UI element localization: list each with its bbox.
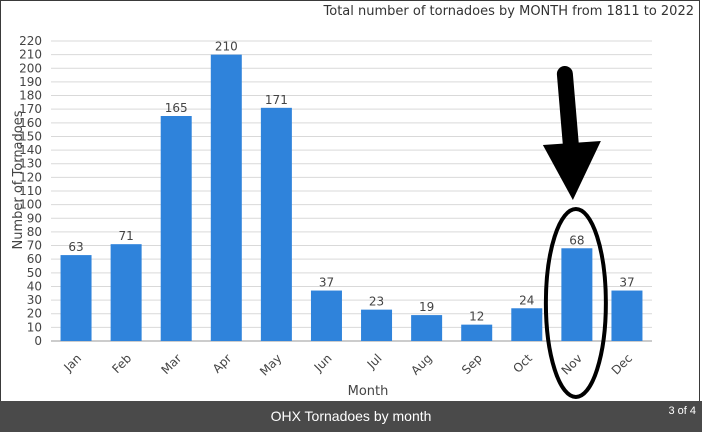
data-label: 171 [265,93,288,107]
data-label: 210 [215,40,238,54]
x-tick-label: Feb [109,351,134,376]
x-tick-label: Jan [60,351,84,375]
x-tick-label: May [257,351,284,378]
data-label: 63 [68,240,83,254]
bar [511,308,543,341]
y-tick-label: 10 [27,320,42,334]
y-tick-label: 150 [19,129,42,143]
x-tick-label: Apr [210,351,235,376]
data-label: 165 [165,101,188,115]
y-tick-label: 170 [19,102,42,116]
x-tick-label: Jun [311,351,335,375]
y-tick-label: 30 [27,293,42,307]
x-tick-label: Sep [459,351,485,377]
data-label: 12 [469,310,484,324]
highlight-arrow-head [542,141,601,200]
highlight-arrow-shaft [556,66,579,153]
highlight-annotation [542,66,608,399]
y-tick-label: 60 [27,252,42,266]
y-tick-label: 50 [27,266,42,280]
y-tick-label: 140 [19,143,42,157]
bar [611,290,643,341]
bar [110,244,142,341]
y-tick-label: 190 [19,75,42,89]
data-label: 23 [369,295,384,309]
data-label: 37 [319,276,334,290]
x-tick-label: Nov [559,351,585,377]
label-layer: 0102030405060708090100110120130140150160… [11,34,635,399]
bar [411,315,443,341]
data-label: 71 [118,229,133,243]
y-tick-label: 200 [19,61,42,75]
y-tick-label: 100 [19,198,42,212]
x-tick-label: Mar [158,351,184,377]
x-axis-title: Month [348,384,389,399]
data-label: 68 [569,233,584,247]
bar [260,107,292,342]
x-tick-label: Aug [408,351,434,377]
page-counter: 3 of 4 [668,405,696,417]
y-tick-label: 20 [27,307,42,321]
y-axis-title: Number of Tornadoes [11,110,26,249]
y-tick-label: 0 [34,334,42,348]
y-tick-label: 130 [19,157,42,171]
caption-text: OHX Tornadoes by month [270,408,432,424]
bar-layer [60,54,643,342]
x-tick-label: Jul [364,351,385,372]
data-label: 37 [619,276,634,290]
y-tick-label: 110 [19,184,42,198]
bar [310,290,342,341]
y-tick-label: 180 [19,89,42,103]
y-tick-label: 90 [27,211,42,225]
bar [361,309,393,341]
bar [210,54,242,342]
bar [561,248,593,341]
y-tick-label: 80 [27,225,42,239]
y-tick-label: 70 [27,239,42,253]
y-tick-label: 220 [19,34,42,48]
y-tick-label: 160 [19,116,42,130]
y-tick-label: 120 [19,170,42,184]
data-label: 24 [519,293,534,307]
bar [461,324,493,341]
bar [60,255,92,341]
x-tick-label: Dec [609,351,635,377]
data-label: 19 [419,300,434,314]
highlight-circle [543,207,608,399]
chart-plot: 0102030405060708090100110120130140150160… [11,34,652,399]
grid-layer [51,40,652,342]
bar [160,116,192,341]
y-tick-label: 210 [19,48,42,62]
caption-bar: OHX Tornadoes by month 3 of 4 [0,401,702,432]
chart-title: Total number of tornadoes by MONTH from … [323,4,694,19]
x-tick-label: Oct [510,351,535,376]
y-tick-label: 40 [27,279,42,293]
